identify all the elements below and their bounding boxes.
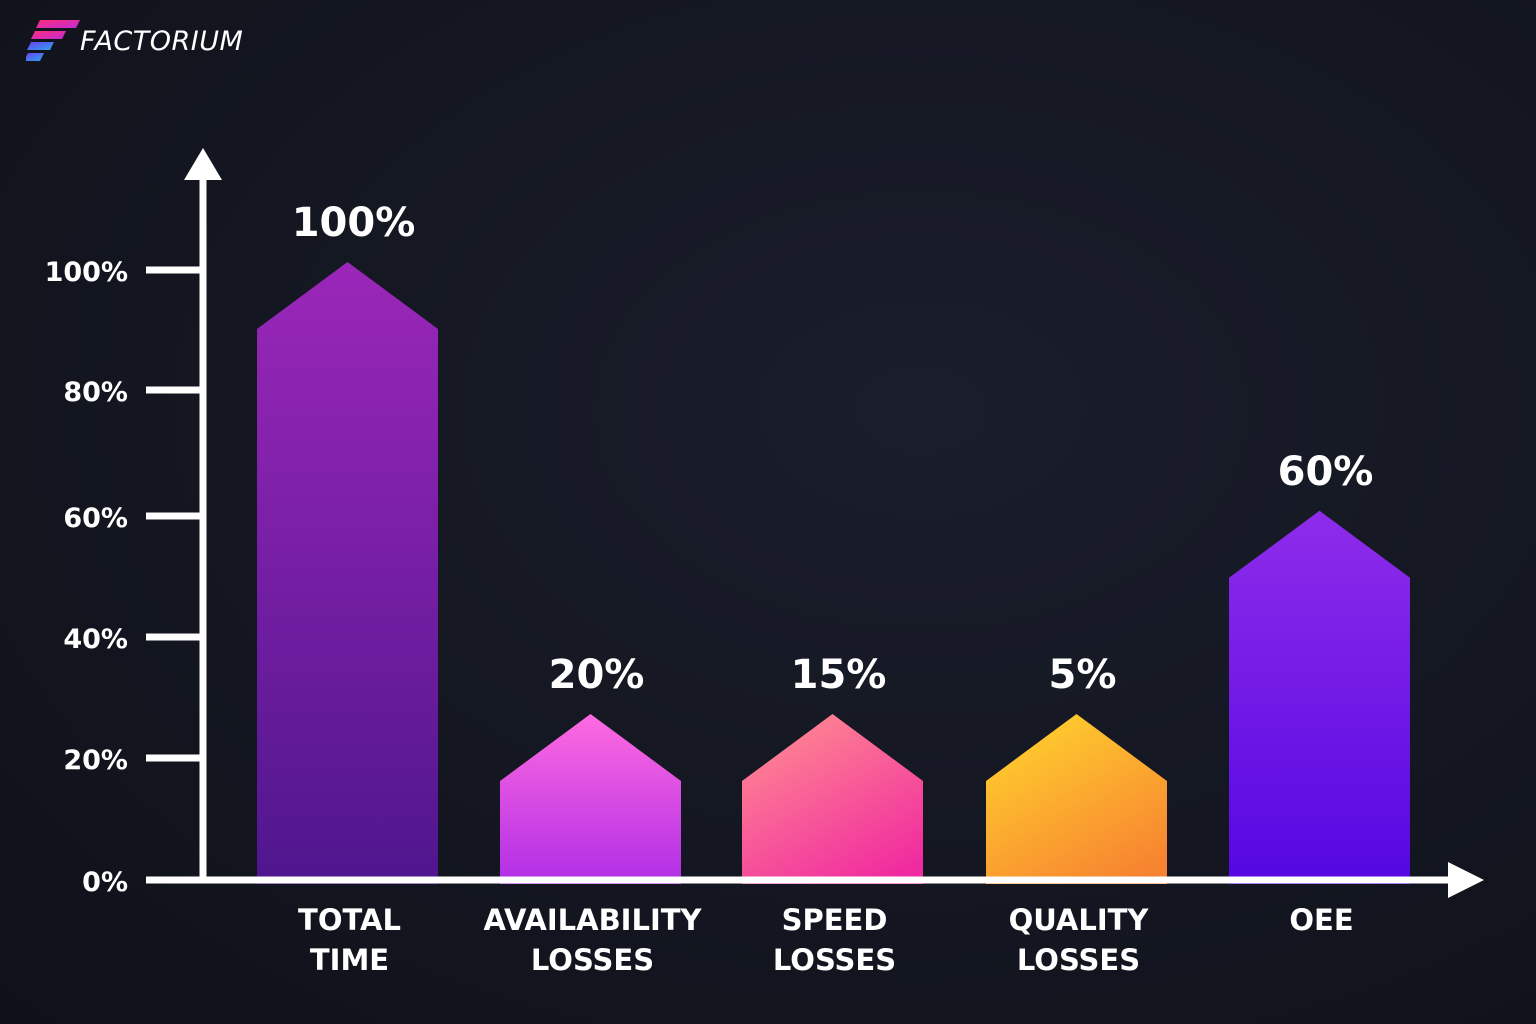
y-tick-label: 20%: [63, 745, 128, 776]
bar-total-time: [257, 262, 438, 884]
y-tick-label: 0%: [82, 867, 128, 898]
value-label: 60%: [1278, 449, 1374, 495]
value-label: 20%: [549, 652, 645, 698]
category-label: SPEED: [782, 903, 888, 937]
value-label: 5%: [1049, 652, 1117, 698]
category-label: LOSSES: [773, 943, 896, 977]
brand-name: FACTORIUM: [80, 25, 244, 57]
category-label: AVAILABILITY: [483, 903, 702, 937]
factorium-logo: FACTORIUM: [26, 18, 243, 64]
category-label: TIME: [310, 943, 389, 977]
y-ticks-layer: 0% 20% 40% 60% 80% 100%: [45, 257, 203, 898]
y-tick-label: 60%: [63, 503, 128, 534]
category-label: QUALITY: [1009, 903, 1150, 937]
bars-layer: [257, 262, 1410, 884]
bar-oee: [1229, 510, 1410, 884]
x-axis-arrow-icon: [1448, 862, 1484, 898]
y-axis-arrow-icon: [184, 148, 222, 180]
category-labels-layer: TOTAL TIME AVAILABILITY LOSSES SPEED LOSSES QU…: [298, 903, 1354, 977]
category-label: OEE: [1289, 903, 1353, 937]
axes-layer: [146, 148, 1484, 898]
value-label: 100%: [292, 200, 416, 246]
category-label: LOSSES: [531, 943, 654, 977]
value-labels-layer: 100% 20% 15% 5% 60%: [292, 200, 1374, 698]
category-label: TOTAL: [298, 903, 401, 937]
y-tick-label: 40%: [63, 624, 128, 655]
y-tick-label: 100%: [45, 257, 128, 288]
category-label: LOSSES: [1017, 943, 1140, 977]
y-tick-label: 80%: [63, 377, 128, 408]
bar-availability-losses: [500, 714, 681, 884]
factorium-logo-mark-icon: [26, 20, 80, 61]
bar-quality-losses: [986, 714, 1167, 884]
value-label: 15%: [791, 652, 887, 698]
bar-speed-losses: [742, 714, 923, 884]
